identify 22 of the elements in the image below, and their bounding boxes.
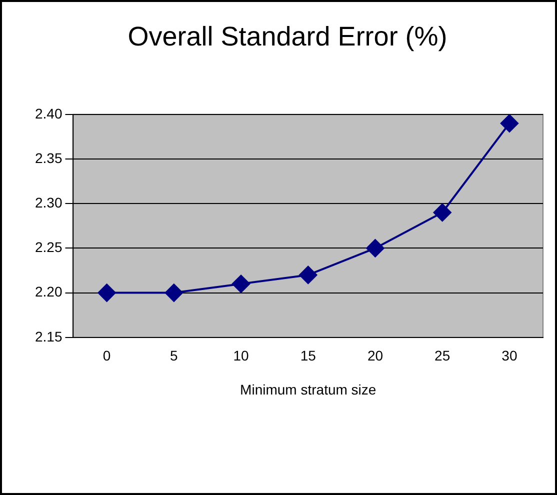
y-tick-label: 2.15 bbox=[35, 328, 62, 344]
y-tick-label: 2.35 bbox=[35, 150, 62, 166]
point bbox=[98, 284, 116, 302]
y-tick-label: 2.40 bbox=[35, 105, 62, 122]
x-tick-label: 20 bbox=[367, 348, 384, 364]
chart-title: Overall Standard Error (%) bbox=[128, 22, 448, 52]
point bbox=[500, 114, 518, 132]
x-tick-label: 30 bbox=[502, 348, 518, 364]
point bbox=[299, 266, 318, 284]
x-tick-label: 15 bbox=[300, 348, 316, 364]
x-tick-label: 0 bbox=[102, 348, 111, 364]
x-axis-title: Minimum stratum size bbox=[240, 381, 376, 398]
y-tick-label: 2.25 bbox=[35, 239, 62, 256]
point bbox=[433, 204, 452, 222]
point bbox=[232, 274, 250, 293]
point bbox=[366, 239, 384, 258]
x-tick-label: 25 bbox=[434, 348, 450, 364]
x-tick-label: 10 bbox=[233, 348, 250, 364]
point bbox=[164, 284, 183, 302]
y-tick-label: 2.20 bbox=[35, 284, 62, 300]
y-tick-label: 2.30 bbox=[35, 194, 62, 210]
x-tick-label: 5 bbox=[170, 348, 178, 364]
